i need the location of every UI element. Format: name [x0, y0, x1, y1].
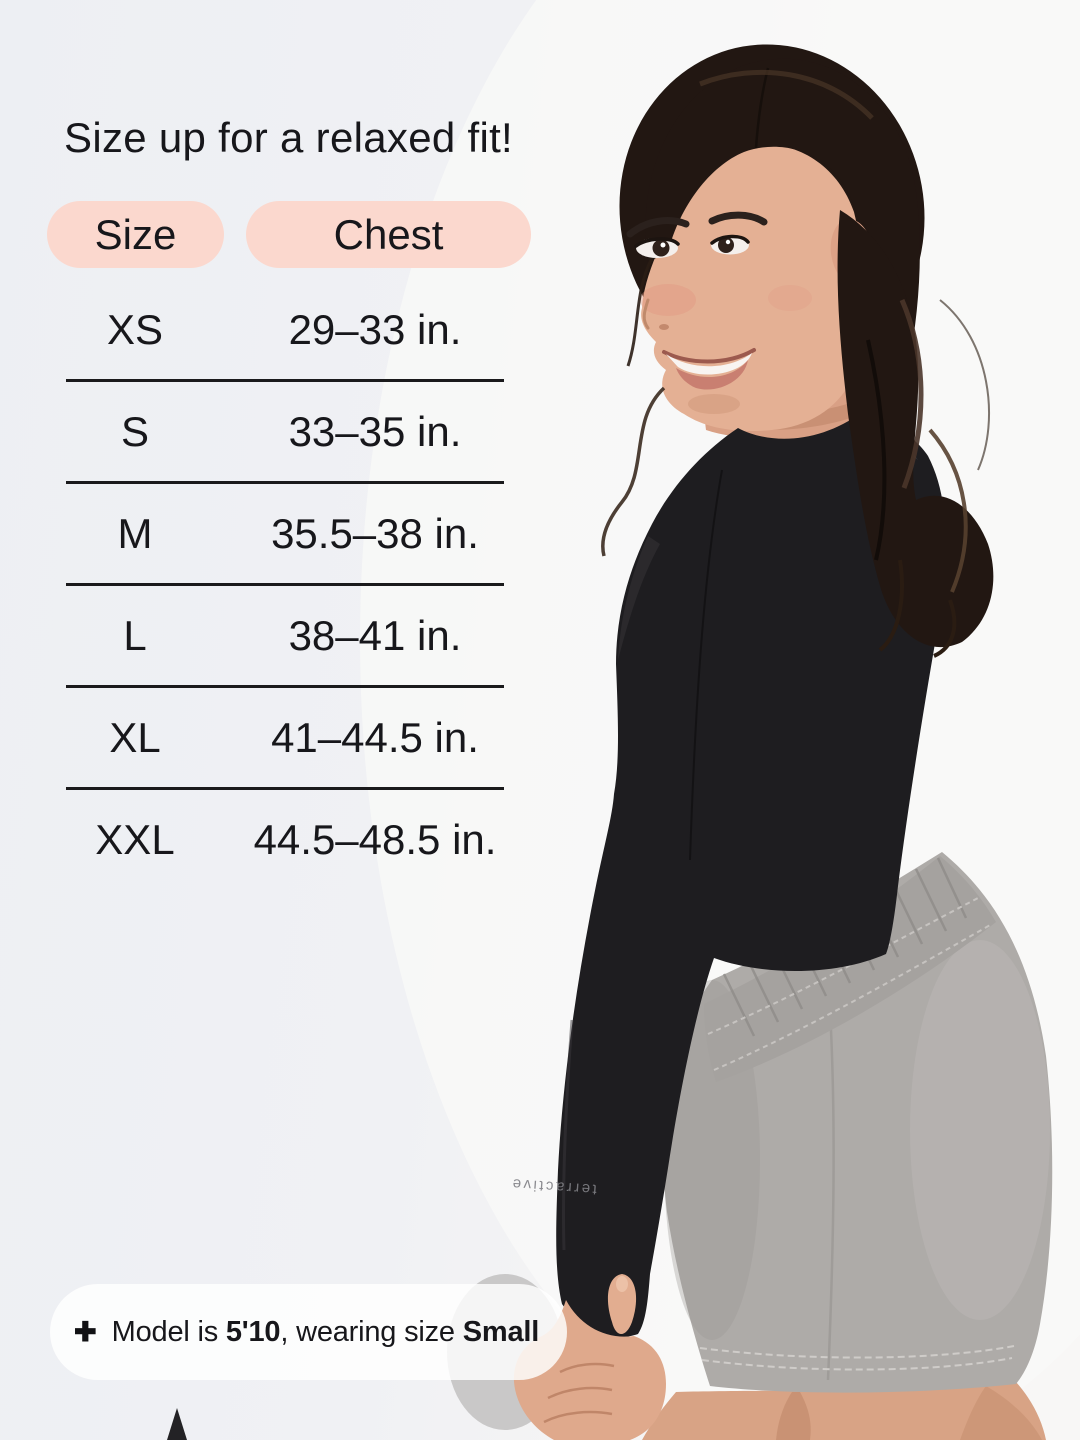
thumb [607, 1274, 637, 1334]
eyebrow [708, 211, 768, 226]
smile-upper-lip [662, 348, 756, 364]
nose [642, 298, 650, 330]
chest-column-header: Chest [246, 201, 531, 268]
table-row: M 35.5–38 in. [66, 484, 504, 586]
chest-cell: 29–33 in. [288, 305, 462, 353]
page-title: Size up for a relaxed fit! [64, 114, 514, 161]
chest-cell: 33–35 in. [288, 407, 462, 455]
size-cell: XS [106, 305, 164, 353]
eyebrow [626, 217, 690, 238]
size-cell: M [117, 509, 153, 557]
blush [640, 284, 696, 316]
lower-lip [676, 360, 748, 390]
face-features [626, 211, 768, 390]
size-cell: S [120, 407, 149, 455]
size-column-header: Size [47, 201, 224, 268]
table-header-row: Size Chest [47, 201, 531, 268]
table-row: XL 41–44.5 in. [66, 688, 504, 790]
chest-cell: 44.5–48.5 in. [253, 815, 497, 863]
size-cell: XL [109, 713, 161, 761]
table-row: XS 29–33 in. [66, 280, 504, 382]
blush [768, 285, 812, 311]
chest-cell: 35.5–38 in. [271, 509, 479, 557]
legs [642, 1382, 1046, 1440]
table-row: L 38–41 in. [66, 586, 504, 688]
model-height: 5'10 [225, 1315, 281, 1348]
model-note-pill: ✚ Model is 5'10, wearing size Small [50, 1284, 568, 1380]
model-size: Small [462, 1315, 540, 1348]
model-note-text: Model is 5'10, wearing size Small [111, 1315, 540, 1348]
sleeve-brand-text: terractive [510, 1175, 598, 1198]
shorts-hem-stitching [699, 1345, 1015, 1371]
bottom-edge-object [167, 1408, 187, 1440]
teeth [666, 353, 752, 375]
size-chart-table: XS 29–33 in. S 33–35 in. M 35.5–38 in. L… [66, 280, 504, 889]
plus-icon: ✚ [74, 1316, 97, 1347]
chest-cell: 41–44.5 in. [271, 713, 479, 761]
size-cell: L [123, 611, 147, 659]
size-cell: XXL [95, 815, 175, 863]
chest-cell: 38–41 in. [288, 611, 462, 659]
ponytail [837, 210, 994, 658]
hair-front [601, 58, 991, 557]
table-row: XXL 44.5–48.5 in. [66, 790, 504, 889]
table-row: S 33–35 in. [66, 382, 504, 484]
shorts [663, 852, 1053, 1393]
chin-shadow [688, 394, 740, 414]
